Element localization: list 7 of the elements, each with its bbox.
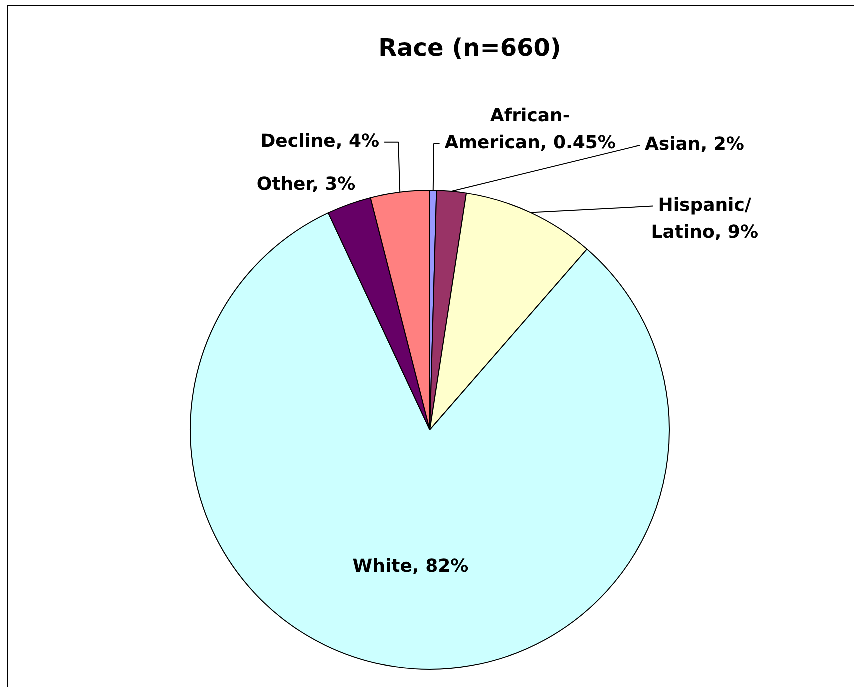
slice-label: White, 82% — [352, 556, 469, 578]
slice-label: Asian, 2% — [644, 134, 744, 156]
slice-label: Hispanic/Latino, 9% — [651, 194, 758, 243]
slice-label: Decline, 4% — [260, 131, 380, 152]
slice-label: African-American, 0.45% — [444, 106, 616, 154]
chart-title: Race (n=660) — [378, 34, 562, 62]
slice-label: Other, 3% — [256, 174, 356, 196]
